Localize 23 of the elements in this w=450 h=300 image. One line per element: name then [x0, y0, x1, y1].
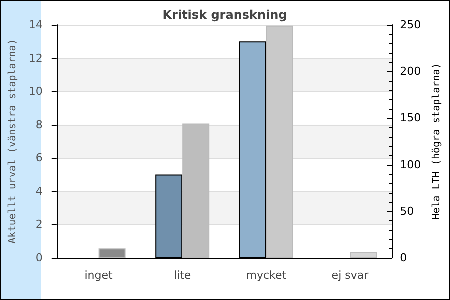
x-tick-label: inget	[84, 269, 114, 282]
y2-axis-title: Hela LTH (högra staplarna)	[432, 63, 442, 220]
y-tick-label: 2	[36, 218, 43, 232]
x-tick-label: mycket	[246, 269, 288, 282]
y-tick-label: 4	[36, 184, 43, 198]
bar	[98, 248, 126, 258]
y-axis-title: Aktuellt urval (vänstra staplarna)	[8, 39, 18, 244]
chart-title: Kritisk granskning	[162, 8, 288, 22]
x-tick-label: ej svar	[332, 269, 370, 282]
y-tick-label: 0	[36, 252, 43, 264]
y2-tick-label: 150	[400, 112, 422, 125]
y-tick-label: 12	[28, 52, 43, 65]
bar	[350, 252, 378, 258]
y2-tick-label: 200	[400, 65, 422, 78]
y2-tick-label: 250	[400, 18, 422, 32]
y-tick-label: 6	[36, 152, 43, 165]
y-tick-label: 14	[28, 18, 43, 32]
y2-tick-label: 0	[400, 252, 408, 264]
x-tick-label: lite	[174, 269, 192, 282]
y-tick-label: 8	[36, 118, 43, 132]
y2-tick-label: 100	[400, 158, 422, 172]
y2-tick-label: 50	[400, 204, 414, 218]
y-tick-label: 10	[28, 85, 43, 98]
